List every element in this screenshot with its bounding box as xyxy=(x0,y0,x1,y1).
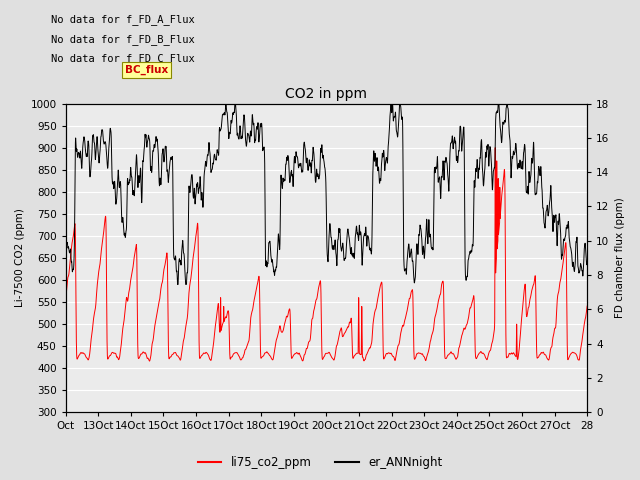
Text: No data for f_FD_C_Flux: No data for f_FD_C_Flux xyxy=(51,53,195,64)
Title: CO2 in ppm: CO2 in ppm xyxy=(285,87,367,101)
Text: No data for f_FD_B_Flux: No data for f_FD_B_Flux xyxy=(51,34,195,45)
Legend: li75_co2_ppm, er_ANNnight: li75_co2_ppm, er_ANNnight xyxy=(193,452,447,474)
Y-axis label: FD chamber flux (ppm): FD chamber flux (ppm) xyxy=(615,198,625,318)
Text: BC_flux: BC_flux xyxy=(125,65,168,75)
Text: No data for f_FD_A_Flux: No data for f_FD_A_Flux xyxy=(51,14,195,25)
Y-axis label: Li-7500 CO2 (ppm): Li-7500 CO2 (ppm) xyxy=(15,208,25,307)
